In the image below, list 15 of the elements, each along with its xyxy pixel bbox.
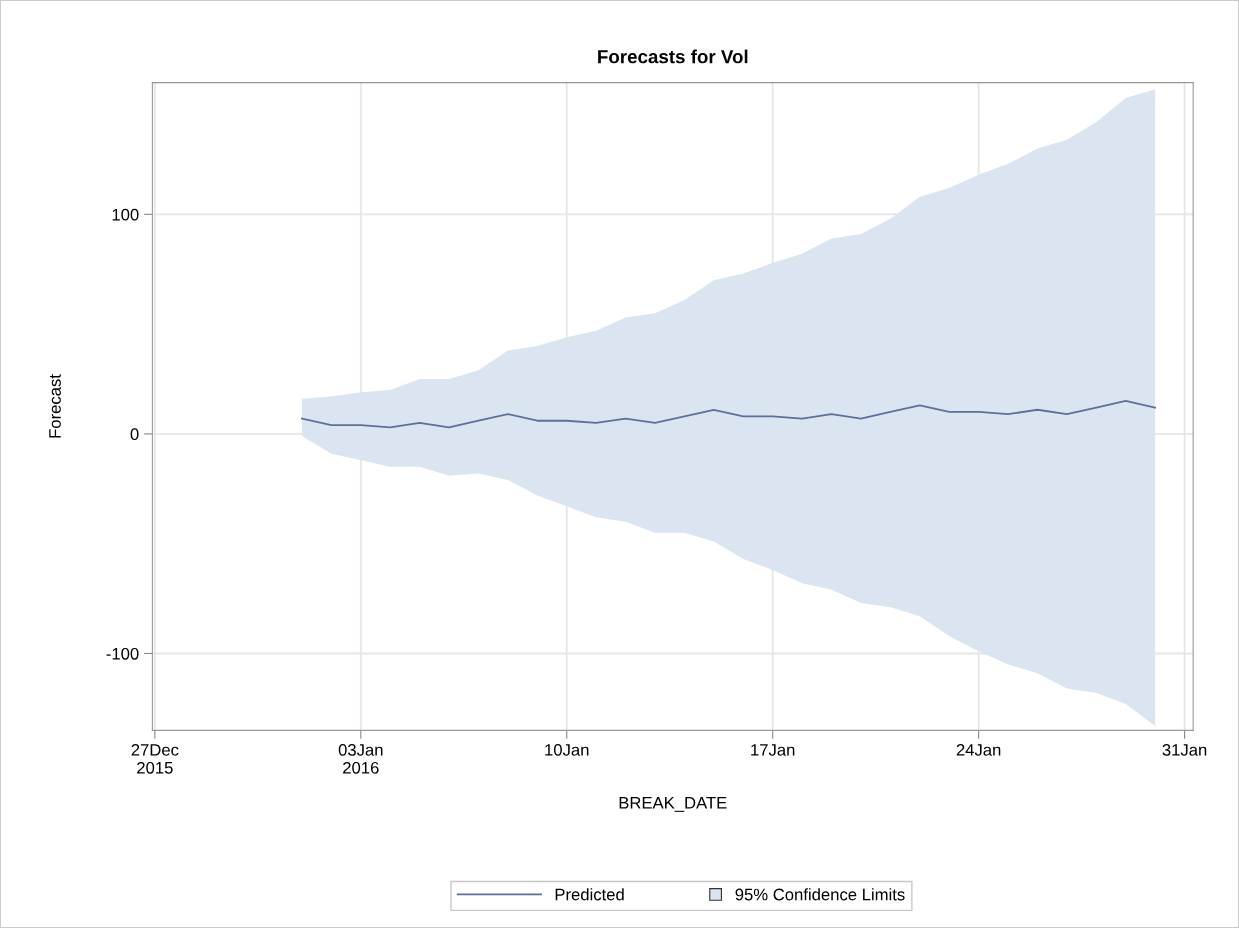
chart-title: Forecasts for Vol	[598, 49, 748, 64]
y-tick-label: 0	[130, 428, 139, 441]
x-tick-label: 24Jan	[956, 743, 1001, 756]
line-series	[301, 400, 1157, 429]
y-axis-title: Forecast	[49, 374, 61, 438]
x-axis-title: BREAK_DATE	[619, 797, 727, 812]
legend-label: Predicted	[555, 888, 624, 901]
y-tick-label: 100	[112, 208, 139, 221]
x-tick-label: 27Dec 2015	[131, 743, 179, 774]
x-tick-label: 17Jan	[751, 744, 795, 756]
x-tick-label: 03Jan 2016	[338, 743, 383, 774]
x-tick-label: 10Jan	[545, 743, 589, 756]
x-tick-label: 31Jan	[1162, 743, 1207, 756]
legend-label: 95% Confidence Limits	[735, 888, 905, 901]
y-tick-label: -100	[106, 647, 139, 660]
